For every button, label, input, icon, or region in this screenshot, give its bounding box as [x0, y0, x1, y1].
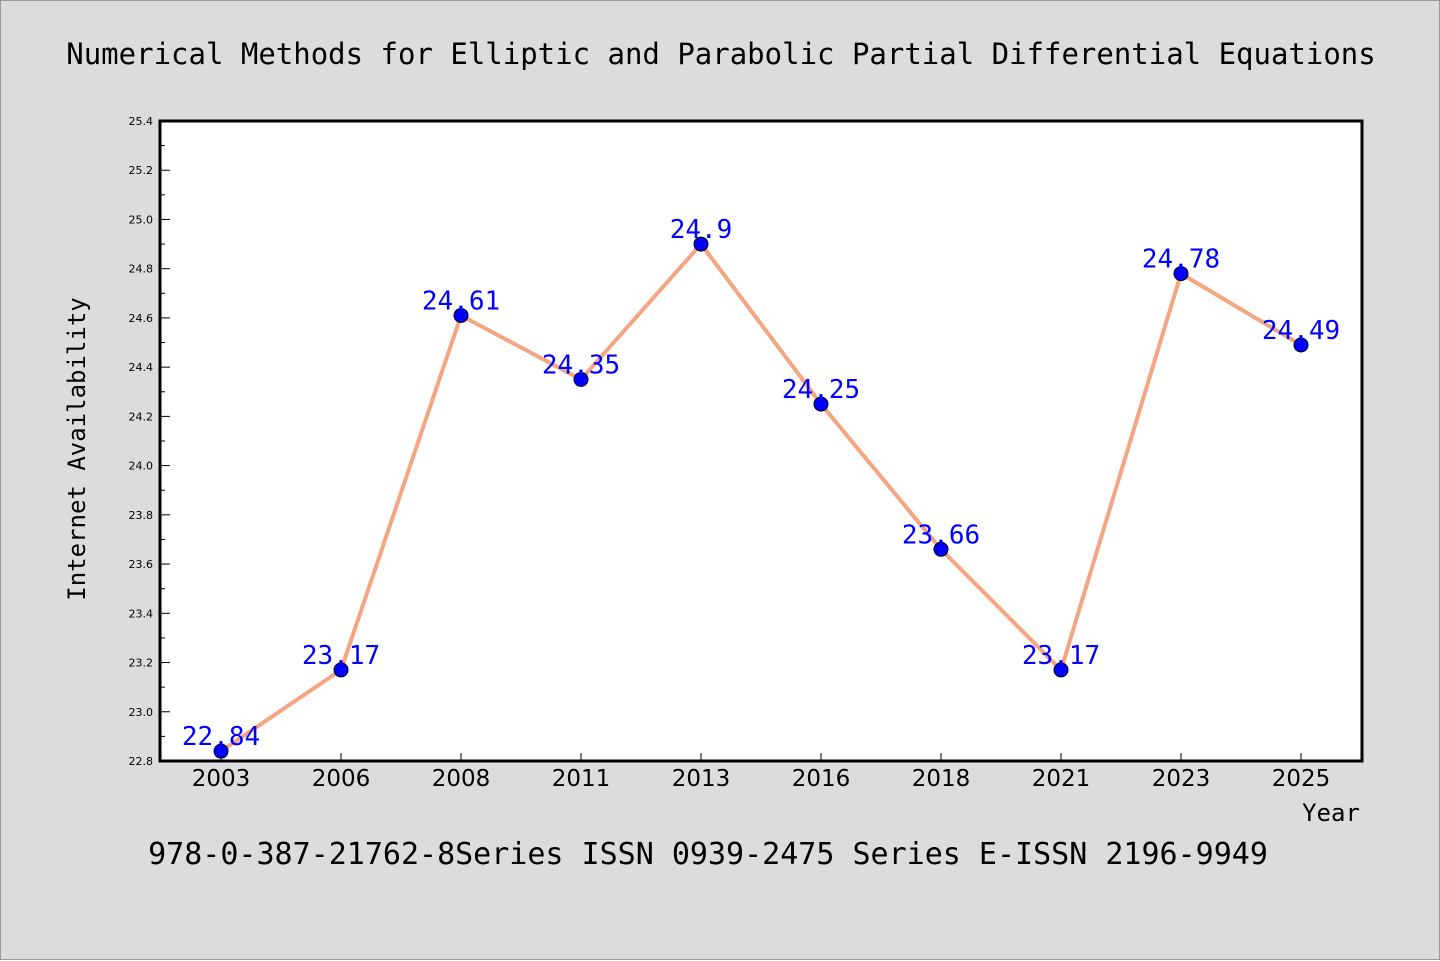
data-label: 24.35	[542, 350, 620, 380]
x-axis-label: Year	[1302, 799, 1360, 827]
x-axis: 2003 2006 2008 2011 2013 2016 2018 2021 2023 2025	[192, 753, 1331, 792]
x-tick-label: 2003	[192, 766, 251, 792]
x-tick-label: 2018	[912, 766, 971, 792]
y-tick-label: 25.2	[129, 164, 154, 177]
data-label: 23.17	[302, 641, 380, 671]
x-tick-label: 2025	[1272, 766, 1331, 792]
chart-subtitle: 978-0-387-21762-8Series ISSN 0939-2475 S…	[148, 837, 1268, 872]
y-tick-label: 23.2	[129, 657, 154, 670]
y-tick-label: 23.4	[129, 607, 154, 620]
y-tick-label: 24.0	[129, 460, 154, 473]
data-point	[1173, 266, 1189, 282]
y-tick-label: 24.2	[129, 410, 154, 423]
x-tick-label: 2006	[312, 766, 371, 792]
y-tick-label: 23.6	[129, 558, 154, 571]
data-point	[933, 541, 949, 557]
y-tick-label: 23.0	[129, 706, 154, 719]
plot-frame	[158, 119, 1364, 763]
data-markers	[213, 236, 1309, 759]
data-point	[453, 307, 469, 323]
x-tick-label: 2021	[1032, 766, 1091, 792]
y-tick-label: 25.0	[129, 213, 154, 226]
data-label: 23.66	[902, 520, 980, 550]
data-point	[573, 371, 589, 387]
data-label: 24.78	[1142, 245, 1220, 275]
y-tick-label: 24.8	[129, 263, 154, 276]
data-point	[213, 743, 229, 759]
x-tick-label: 2013	[672, 766, 731, 792]
data-label: 24.9	[670, 215, 733, 245]
series-line	[219, 242, 1303, 753]
x-tick-label: 2016	[792, 766, 851, 792]
data-labels: 22.84 23.17 24.61 24.35 24.9 24.25 23.66 23.17 2…	[182, 215, 1340, 752]
data-point	[813, 396, 829, 412]
data-point	[1053, 662, 1069, 678]
chart-title: Numerical Methods for Elliptic and Parab…	[66, 37, 1375, 71]
x-tick-label: 2008	[432, 766, 491, 792]
data-point	[693, 236, 709, 252]
y-tick-label: 24.6	[129, 312, 154, 325]
y-tick-label: 23.8	[129, 509, 154, 522]
data-label: 24.25	[782, 375, 860, 405]
data-point	[333, 662, 349, 678]
plot-area	[160, 121, 1362, 761]
data-label: 24.49	[1262, 316, 1340, 346]
y-tick-label: 22.8	[129, 755, 154, 768]
y-axis: 22.8 23.0 23.2 23.4 23.6 23.8 24.0 24.2 24.4 24.6…	[129, 115, 170, 768]
data-label: 22.84	[182, 722, 260, 752]
x-tick-label: 2011	[552, 766, 611, 792]
data-label: 24.61	[422, 286, 500, 316]
y-tick-label: 24.4	[129, 361, 154, 374]
y-tick-label: 25.4	[129, 115, 154, 128]
x-tick-label: 2023	[1152, 766, 1211, 792]
data-label: 23.17	[1022, 641, 1100, 671]
data-point	[1293, 337, 1309, 353]
y-axis-label: Internet Availability	[63, 297, 91, 600]
